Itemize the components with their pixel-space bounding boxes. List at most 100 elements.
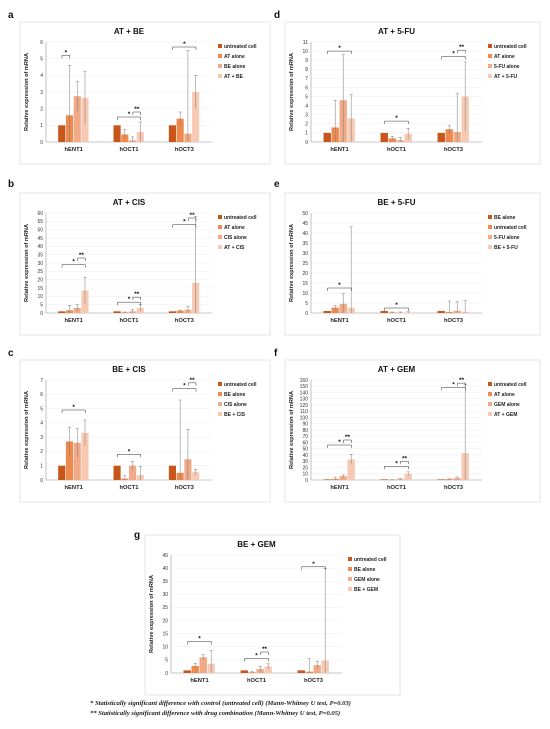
- y-tick-label: 45: [37, 236, 43, 242]
- y-tick-label: 5: [165, 658, 168, 664]
- y-tick-label: 0: [305, 140, 308, 146]
- legend-label: untreated cell: [224, 44, 257, 50]
- panel-frame: [144, 534, 401, 696]
- bar-hOCT1-1: [121, 312, 129, 313]
- legend-label: untreated cell: [354, 557, 387, 563]
- footnote-2: ** Statistically significant difference …: [90, 710, 341, 717]
- x-tick-label: hOCT1: [119, 147, 139, 153]
- bracket-label: *: [72, 404, 75, 411]
- significance-bracket: *: [384, 302, 409, 311]
- panel-letter-c: c: [8, 348, 14, 359]
- bracket-label: *: [65, 49, 68, 56]
- y-tick-label: 20: [37, 277, 43, 283]
- legend-label: AT + CIS: [224, 245, 245, 251]
- x-tick-label: hENT1: [64, 318, 83, 324]
- y-tick-label: 10: [302, 49, 308, 55]
- y-tick-label: 2: [40, 106, 43, 112]
- significance-bracket: *: [384, 460, 409, 470]
- panel-letter-d: d: [274, 10, 280, 21]
- bar-hENT1-0: [323, 311, 331, 313]
- y-tick-label: 11: [303, 40, 308, 46]
- legend-swatch: [488, 412, 492, 416]
- bar-hENT1-1: [331, 307, 339, 313]
- bar-hOCT3-0: [168, 311, 176, 313]
- legend-label: BE alone: [354, 567, 376, 573]
- legend-swatch: [488, 245, 492, 249]
- bracket-line: [441, 387, 466, 391]
- legend-label: AT alone: [224, 54, 245, 60]
- legend-swatch: [218, 64, 222, 68]
- x-tick-label: hENT1: [330, 485, 349, 491]
- x-tick-label: hENT1: [64, 485, 83, 491]
- bracket-line: [61, 264, 86, 268]
- y-tick-label: 35: [37, 252, 43, 258]
- bracket-label: *: [395, 115, 398, 122]
- y-tick-label: 25: [162, 605, 168, 611]
- bracket-line: [172, 388, 197, 392]
- panel-letter-b: b: [8, 179, 14, 190]
- bar-hOCT3-1: [445, 129, 453, 142]
- legend-swatch: [218, 74, 222, 78]
- bracket-line: [400, 461, 409, 465]
- bracket-line: [327, 444, 352, 448]
- significance-bracket: *: [187, 636, 212, 645]
- y-tick-label: 6: [40, 40, 43, 46]
- y-tick-label: 25: [37, 269, 43, 275]
- significance-bracket: *: [172, 383, 197, 392]
- bracket-label: **: [459, 44, 465, 51]
- y-tick-label: 40: [37, 244, 43, 250]
- bar-hENT1-0: [183, 670, 191, 673]
- chart-title: BE + GEM: [237, 540, 276, 549]
- y-tick-label: 1: [40, 464, 43, 470]
- legend-label: 5-FU alone: [494, 235, 520, 241]
- bracket-label: *: [452, 51, 455, 58]
- legend-swatch: [488, 215, 492, 219]
- significance-bracket: *: [384, 115, 409, 125]
- x-tick-label: hENT1: [190, 678, 209, 684]
- bar-hOCT3-1: [176, 118, 184, 142]
- significance-bracket: *: [244, 653, 269, 662]
- bar-hOCT3-1: [445, 479, 453, 480]
- bar-hOCT3-0: [437, 479, 445, 480]
- legend-label: BE + GEM: [354, 587, 378, 593]
- significance-bracket: **: [457, 44, 466, 54]
- significance-bracket: *: [61, 49, 71, 59]
- y-axis-label: Relative expression of mRNA: [24, 391, 30, 469]
- y-tick-label: 1: [40, 123, 43, 129]
- bracket-line: [187, 217, 197, 221]
- bar-hOCT1-0: [113, 311, 121, 313]
- legend-swatch: [488, 64, 492, 68]
- panel-letter-e: e: [274, 179, 280, 190]
- y-tick-label: 5: [40, 302, 43, 308]
- legend-label: untreated cell: [224, 215, 257, 221]
- bar-hOCT1-0: [380, 311, 388, 313]
- y-tick-label: 10: [162, 645, 168, 651]
- bracket-label: *: [183, 383, 186, 390]
- y-tick-label: 40: [302, 453, 308, 459]
- bar-hOCT3-0: [437, 311, 445, 313]
- significance-bracket: *: [301, 561, 326, 570]
- bracket-line: [384, 120, 409, 125]
- y-tick-label: 80: [302, 428, 308, 434]
- bracket-label: **: [190, 377, 196, 384]
- legend-swatch: [218, 412, 222, 416]
- y-tick-label: 35: [302, 241, 308, 247]
- bar-hENT1-2: [73, 96, 81, 142]
- y-tick-label: 10: [302, 472, 308, 478]
- bracket-label: **: [134, 291, 140, 298]
- bar-hOCT3-0: [297, 670, 305, 673]
- y-axis-label: Relative expression of mRNA: [149, 575, 155, 653]
- y-tick-label: 5: [305, 94, 308, 100]
- significance-bracket: *: [441, 51, 466, 60]
- legend-label: AT + 5-FU: [494, 74, 517, 80]
- y-tick-label: 20: [302, 465, 308, 471]
- y-tick-label: 55: [37, 219, 43, 225]
- legend-swatch: [488, 44, 492, 48]
- y-tick-label: 5: [40, 56, 43, 62]
- bar-hOCT1-0: [240, 670, 248, 673]
- significance-bracket: *: [117, 448, 141, 458]
- legend-swatch: [488, 225, 492, 229]
- bracket-label: *: [72, 259, 75, 266]
- chart-title: AT + GEM: [378, 365, 416, 374]
- y-tick-label: 100: [300, 415, 309, 421]
